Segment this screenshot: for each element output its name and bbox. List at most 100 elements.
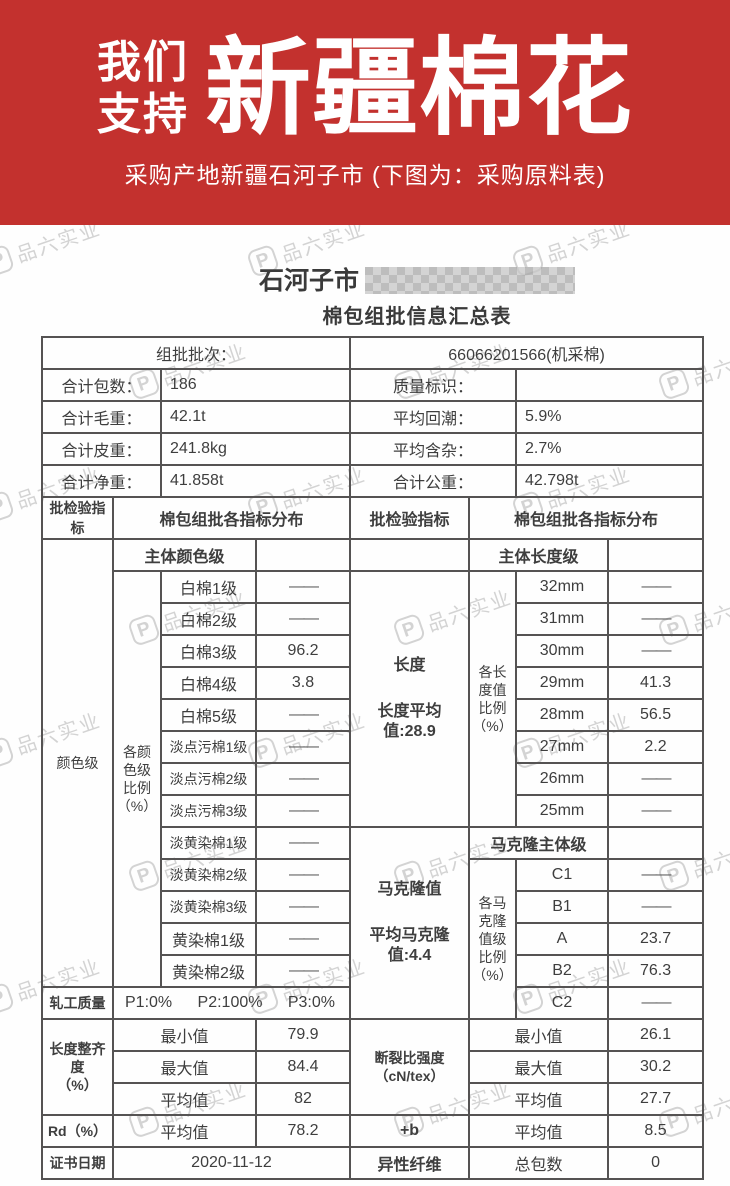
row-grade-8: 淡点污棉3级 —— 25mm ——: [42, 794, 705, 828]
row-grade-2: 白棉2级 —— 31mm ——: [42, 602, 705, 636]
tare-weight-value: 241.8kg: [159, 432, 352, 466]
micronaire-indicator-cell: 马克隆值 平均马克隆值:4.4: [349, 826, 471, 1020]
stat-name-cell: 平均值: [112, 1114, 257, 1148]
grade-value-cell: ——: [254, 954, 352, 988]
right-indicator-header: 批检验指标: [349, 496, 471, 540]
total-packages-label: 合计包数：: [41, 368, 162, 402]
ginning-quality-values: P1:0% P2:100% P3:0%: [111, 986, 352, 1020]
avg-trash-label: 平均含杂：: [349, 432, 518, 466]
grade-name-cell: 黄染棉1级: [160, 922, 257, 956]
brand-logo-icon: P: [0, 243, 16, 278]
brand-logo-icon: P: [0, 981, 16, 1016]
grade-value-cell: ——: [254, 762, 352, 796]
document-heading: 石河子市 棉包组批信息汇总表: [52, 225, 730, 329]
banner-slogan: 我们 支持: [97, 37, 189, 141]
grade-value-cell: ——: [254, 890, 352, 924]
stat-value-cell: 30.2: [607, 1050, 705, 1084]
banner-headline: 新疆棉花: [205, 30, 633, 148]
document-title: 石河子市: [52, 261, 730, 297]
gross-weight-label: 合计毛重：: [41, 400, 162, 434]
length-header-spacer: [349, 538, 471, 572]
document-subtitle: 棉包组批信息汇总表: [322, 306, 512, 328]
row-grade-10: 淡黄染棉2级 —— 各马 克隆 值级 比例 （%） C1 ——: [42, 858, 705, 1020]
banner-slogan-line1: 我们: [97, 38, 189, 88]
ginning-p3: P3:0%: [287, 994, 335, 1011]
main-color-grade-value: [254, 538, 352, 572]
grade-value-cell: 23.7: [607, 922, 705, 956]
grade-value-cell: 76.3: [607, 954, 705, 988]
row-grade-4: 白棉4级 3.8 29mm 41.3: [42, 666, 705, 700]
stat-name-cell: 最小值: [468, 1018, 610, 1052]
banner-subtitle: 采购产地新疆石河子市 (下图为：采购原料表): [124, 162, 606, 188]
length-uniformity-label: 长度整齐度 （%）: [41, 1018, 114, 1116]
row-main-grade-headers: 颜色级 主体颜色级 主体长度级: [41, 538, 705, 988]
grade-name-cell: 32mm: [515, 570, 610, 604]
row-grade-6: 淡点污棉1级 —— 27mm 2.2: [42, 730, 705, 764]
grade-value-cell: 96.2: [254, 634, 352, 668]
grade-value-cell: ——: [254, 826, 352, 860]
stat-name-cell: 最大值: [468, 1050, 610, 1084]
length-ratio-label: 各长 度值 比例 （%）: [468, 570, 518, 828]
grade-name-cell: 淡黄染棉1级: [160, 826, 257, 860]
grade-name-cell: 28mm: [515, 698, 610, 732]
main-length-grade-header: 主体长度级: [468, 538, 610, 572]
right-distribution-header: 棉包组批各指标分布: [468, 496, 705, 540]
row-batch: 组批批次： 66066201566(机采棉): [40, 336, 705, 370]
certificate-date-value: 2020-11-12: [111, 1146, 352, 1180]
stat-value-cell: 78.2: [254, 1114, 352, 1148]
grade-value-cell: 41.3: [607, 666, 705, 700]
row-rd-plusb: Rd（%） 平均值 78.2 +b 平均值 8.5: [41, 1114, 705, 1148]
foreign-fiber-stat: 总包数: [468, 1146, 610, 1180]
row-grade-7: 淡点污棉2级 —— 26mm ——: [42, 762, 705, 796]
grade-name-cell: 白棉2级: [160, 602, 257, 636]
grade-name-cell: 淡黄染棉3级: [160, 890, 257, 924]
grade-name-cell: 淡点污棉3级: [160, 794, 257, 828]
stat-name-cell: 最大值: [112, 1050, 257, 1084]
stat-value-cell: 27.7: [607, 1082, 705, 1116]
grade-value-cell: ——: [254, 794, 352, 828]
grade-value-cell: ——: [254, 730, 352, 764]
stat-value-cell: 8.5: [607, 1114, 705, 1148]
breaking-tenacity-label: 断裂比强度 （cN/tex）: [349, 1018, 471, 1116]
foreign-fiber-label: 异性纤维: [349, 1146, 471, 1180]
row-total-packages: 合计包数： 186 质量标识：: [41, 368, 705, 402]
length-average: 长度平均值:28.9: [377, 703, 442, 740]
grade-name-cell: 31mm: [515, 602, 610, 636]
color-ratio-label: 各颜 色级 比例 （%）: [112, 570, 162, 988]
grade-name-cell: B2: [515, 954, 610, 988]
net-weight-label: 合计净重：: [41, 464, 162, 498]
stat-name-cell: 最小值: [112, 1018, 257, 1052]
stat-name-cell: 平均值: [112, 1082, 257, 1116]
grade-value-cell: ——: [607, 570, 705, 604]
grade-name-cell: 白棉5级: [160, 698, 257, 732]
batch-label-cell: 组批批次：: [40, 336, 352, 370]
ginning-quality-label: 轧工质量: [41, 986, 114, 1020]
grade-name-cell: 白棉4级: [160, 666, 257, 700]
stat-name-cell: 平均值: [468, 1114, 610, 1148]
grade-value-cell: ——: [254, 858, 352, 892]
tare-weight-label: 合计皮重：: [41, 432, 162, 466]
batch-value-cell: 66066201566(机采棉): [349, 336, 705, 370]
avg-moisture-label: 平均回潮：: [349, 400, 518, 434]
foreign-fiber-value: 0: [607, 1146, 705, 1180]
grade-value-cell: 3.8: [254, 666, 352, 700]
stat-value-cell: 79.9: [254, 1018, 352, 1052]
grade-name-cell: A: [515, 922, 610, 956]
row-tare-weight: 合计皮重： 241.8kg 平均含杂： 2.7%: [41, 432, 705, 466]
left-indicator-header: 批检验指标: [41, 496, 114, 540]
row-certificate: 证书日期 2020-11-12 异性纤维 总包数 0: [41, 1146, 705, 1180]
grade-name-cell: 白棉3级: [160, 634, 257, 668]
micronaire-indicator: 马克隆值: [377, 881, 442, 898]
grade-value-cell: ——: [607, 602, 705, 636]
grade-value-cell: ——: [607, 634, 705, 668]
grade-name-cell: 29mm: [515, 666, 610, 700]
grade-value-cell: ——: [607, 986, 705, 1020]
grade-value-cell: ——: [254, 922, 352, 956]
grade-value-cell: ——: [607, 890, 705, 924]
ginning-p1: P1:0%: [125, 994, 173, 1011]
row-net-weight: 合计净重： 41.858t 合计公重： 42.798t: [41, 464, 705, 498]
grade-name-cell: 25mm: [515, 794, 610, 828]
stat-name-cell: 平均值: [468, 1082, 610, 1116]
plus-b-label: +b: [349, 1114, 471, 1148]
banner: 我们 支持 新疆棉花 采购产地新疆石河子市 (下图为：采购原料表): [0, 0, 730, 225]
